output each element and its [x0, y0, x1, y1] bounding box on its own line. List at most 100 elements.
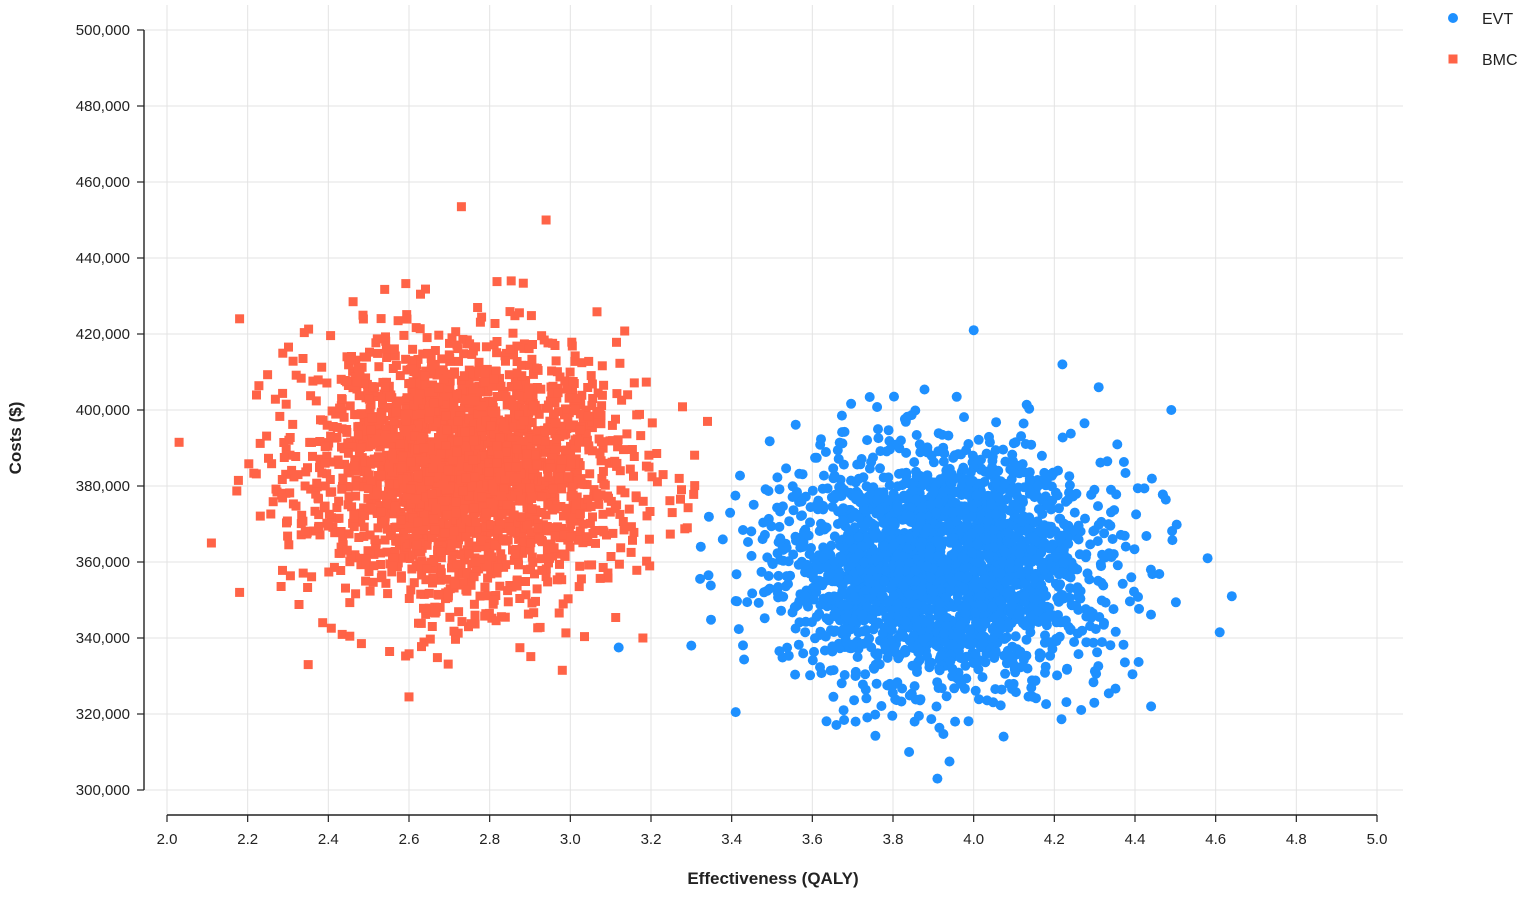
bmc-point — [546, 463, 555, 472]
evt-point — [935, 474, 945, 484]
bmc-point — [487, 552, 496, 561]
bmc-point — [584, 412, 593, 421]
evt-point — [830, 471, 840, 481]
bmc-point — [440, 496, 449, 505]
evt-point — [1126, 572, 1136, 582]
bmc-point — [378, 394, 387, 403]
bmc-point — [493, 392, 502, 401]
bmc-point — [396, 440, 405, 449]
bmc-point — [444, 466, 453, 475]
bmc-point — [690, 481, 699, 490]
bmc-point — [444, 592, 453, 601]
bmc-point — [314, 510, 323, 519]
bmc-point — [566, 459, 575, 468]
bmc-point — [500, 422, 509, 431]
bmc-point — [423, 333, 432, 342]
bmc-point — [519, 279, 528, 288]
bmc-point — [453, 390, 462, 399]
bmc-point — [577, 474, 586, 483]
evt-point — [775, 484, 785, 494]
bmc-point — [411, 495, 420, 504]
bmc-point — [468, 455, 477, 464]
evt-point — [1026, 683, 1036, 693]
bmc-point — [493, 525, 502, 534]
evt-point — [1095, 458, 1105, 468]
evt-point — [1034, 617, 1044, 627]
bmc-point — [256, 439, 265, 448]
evt-point — [776, 606, 786, 616]
evt-point — [916, 512, 926, 522]
bmc-point — [397, 574, 406, 583]
evt-point — [1007, 601, 1017, 611]
evt-point — [1111, 627, 1121, 637]
bmc-point — [506, 526, 515, 535]
bmc-point — [599, 381, 608, 390]
evt-point — [1024, 404, 1034, 414]
bmc-point — [343, 546, 352, 555]
bmc-point — [334, 497, 343, 506]
bmc-point — [443, 510, 452, 519]
bmc-point — [552, 356, 561, 365]
evt-point — [920, 385, 930, 395]
evt-point — [912, 430, 922, 440]
bmc-point — [489, 484, 498, 493]
bmc-point — [544, 472, 553, 481]
bmc-point — [337, 394, 346, 403]
bmc-point — [482, 508, 491, 517]
bmc-point — [571, 500, 580, 509]
evt-point — [773, 582, 783, 592]
bmc-point — [454, 417, 463, 426]
evt-point — [1075, 549, 1085, 559]
evt-point — [893, 653, 903, 663]
bmc-point — [470, 572, 479, 581]
bmc-point — [627, 548, 636, 557]
evt-point — [948, 453, 958, 463]
bmc-point — [555, 474, 564, 483]
evt-point — [1113, 560, 1123, 570]
evt-point — [814, 609, 824, 619]
bmc-point — [690, 451, 699, 460]
bmc-point — [442, 575, 451, 584]
bmc-point — [284, 540, 293, 549]
evt-point — [846, 399, 856, 409]
bmc-point — [612, 459, 621, 468]
bmc-point — [552, 418, 561, 427]
evt-point — [804, 531, 814, 541]
bmc-point — [256, 512, 265, 521]
bmc-point — [540, 336, 549, 345]
bmc-point — [335, 404, 344, 413]
evt-point — [1134, 604, 1144, 614]
evt-point — [754, 598, 764, 608]
evt-point — [742, 597, 752, 607]
bmc-point — [528, 558, 537, 567]
bmc-point — [299, 569, 308, 578]
bmc-point — [591, 539, 600, 548]
evt-point — [1069, 637, 1079, 647]
bmc-point — [354, 533, 363, 542]
bmc-point — [338, 474, 347, 483]
bmc-point — [608, 529, 617, 538]
bmc-point — [428, 490, 437, 499]
evt-point — [781, 463, 791, 473]
bmc-point — [365, 471, 374, 480]
evt-point — [863, 637, 873, 647]
bmc-point — [527, 311, 536, 320]
bmc-point — [381, 383, 390, 392]
evt-point — [862, 435, 872, 445]
bmc-point — [271, 395, 280, 404]
evt-point — [1070, 508, 1080, 518]
evt-point — [1000, 634, 1010, 644]
evt-point — [888, 517, 898, 527]
bmc-point — [599, 563, 608, 572]
bmc-point — [356, 443, 365, 452]
bmc-point — [480, 583, 489, 592]
bmc-point — [413, 517, 422, 526]
evt-point — [870, 731, 880, 741]
bmc-point — [378, 520, 387, 529]
bmc-point — [318, 618, 327, 627]
bmc-point — [175, 438, 184, 447]
bmc-point — [528, 504, 537, 513]
bmc-point — [537, 492, 546, 501]
evt-point — [695, 574, 705, 584]
